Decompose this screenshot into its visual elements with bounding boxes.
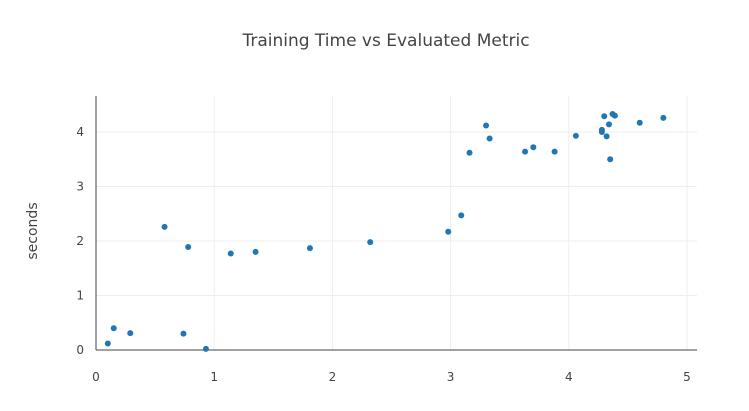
data-point[interactable] <box>522 148 529 155</box>
data-point[interactable] <box>603 133 610 140</box>
data-point[interactable] <box>306 245 313 252</box>
data-point[interactable] <box>486 135 493 142</box>
data-point[interactable] <box>445 228 452 235</box>
data-point[interactable] <box>185 243 192 250</box>
data-point[interactable] <box>483 122 490 129</box>
y-axis-title: seconds <box>25 202 41 259</box>
y-tick-label: 1 <box>76 289 84 303</box>
x-tick-label: 0 <box>92 370 100 384</box>
data-point[interactable] <box>607 156 614 163</box>
y-tick-label: 3 <box>76 180 84 194</box>
data-point[interactable] <box>636 119 643 126</box>
data-point[interactable] <box>458 212 465 219</box>
data-point[interactable] <box>551 148 558 155</box>
data-point[interactable] <box>127 330 134 337</box>
data-point[interactable] <box>660 114 667 121</box>
data-point[interactable] <box>104 340 111 347</box>
data-point[interactable] <box>572 132 579 139</box>
data-point[interactable] <box>202 345 209 352</box>
axes <box>95 96 697 351</box>
data-point[interactable] <box>466 149 473 156</box>
data-point[interactable] <box>605 121 612 128</box>
data-points <box>104 111 667 352</box>
y-tick-label: 0 <box>76 343 84 357</box>
data-point[interactable] <box>252 248 259 255</box>
data-point[interactable] <box>601 113 608 120</box>
data-point[interactable] <box>180 330 187 337</box>
x-tick-label: 1 <box>210 370 218 384</box>
data-point[interactable] <box>161 223 168 230</box>
data-point[interactable] <box>110 325 117 332</box>
data-point[interactable] <box>367 239 374 246</box>
tick-labels: 0 1 2 3 4 5 0 1 2 3 4 <box>76 125 690 384</box>
x-tick-label: 5 <box>683 370 691 384</box>
y-tick-label: 2 <box>76 234 84 248</box>
chart-title: Training Time vs Evaluated Metric <box>241 31 529 51</box>
x-tick-label: 3 <box>447 370 455 384</box>
gridlines <box>96 96 697 350</box>
y-tick-label: 4 <box>76 125 84 139</box>
x-tick-label: 4 <box>565 370 573 384</box>
data-point[interactable] <box>611 112 618 119</box>
data-point[interactable] <box>227 250 234 257</box>
data-point[interactable] <box>530 144 537 151</box>
data-point[interactable] <box>598 129 605 135</box>
x-tick-label: 2 <box>329 370 337 384</box>
